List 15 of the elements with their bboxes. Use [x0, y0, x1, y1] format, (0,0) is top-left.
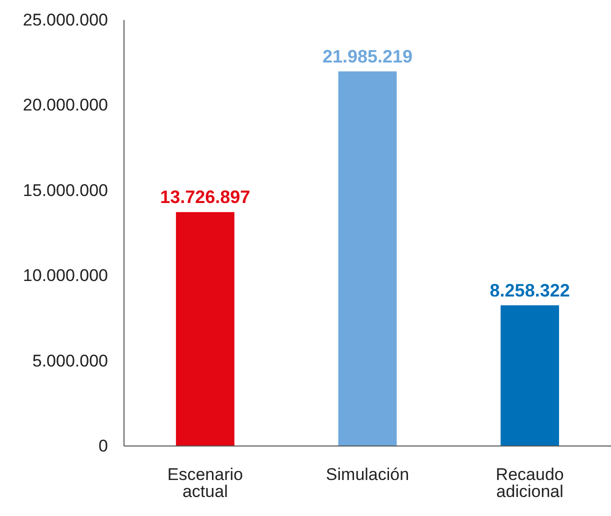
bar — [500, 305, 560, 446]
y-tick-label: 15.000.000 — [22, 180, 108, 200]
x-tick-label: Recaudo adicional — [496, 465, 564, 502]
y-tick-label: 25.000.000 — [22, 10, 108, 30]
y-tick-label: 10.000.000 — [22, 266, 108, 286]
bar — [338, 71, 397, 446]
data-label: 21.985.219 — [322, 46, 413, 66]
data-label: 13.726.897 — [160, 187, 250, 208]
y-tick-label: 20.000.000 — [22, 96, 108, 115]
y-tick-label: 0 — [98, 436, 108, 456]
data-label: 8.258.322 — [490, 280, 570, 300]
bar — [176, 212, 234, 446]
x-tick-label: Escenario actual — [167, 465, 243, 502]
y-tick-label: 5.000.000 — [32, 351, 108, 370]
x-tick-label: Simulación — [326, 465, 410, 484]
